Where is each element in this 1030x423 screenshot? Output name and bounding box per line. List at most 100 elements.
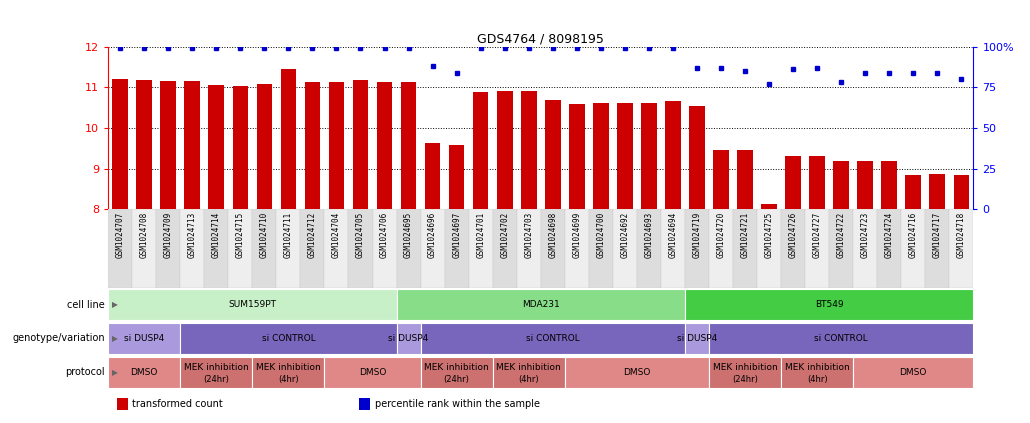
Bar — [954, 175, 969, 209]
Bar — [492, 209, 517, 288]
Bar — [352, 80, 369, 209]
Bar — [324, 209, 348, 288]
Text: (24hr): (24hr) — [203, 374, 230, 384]
Bar — [229, 209, 252, 288]
Text: GSM1024718: GSM1024718 — [957, 212, 966, 258]
Text: ▶: ▶ — [112, 368, 118, 377]
Bar — [449, 145, 465, 209]
Bar — [853, 209, 878, 288]
Text: GSM1024712: GSM1024712 — [308, 212, 317, 258]
Text: GSM1024701: GSM1024701 — [476, 212, 485, 258]
Text: si DUSP4: si DUSP4 — [124, 334, 165, 343]
Text: cell line: cell line — [67, 299, 105, 310]
Bar — [180, 357, 252, 388]
Text: ▶: ▶ — [112, 300, 118, 309]
Bar — [397, 209, 420, 288]
Bar — [545, 100, 560, 209]
Title: GDS4764 / 8098195: GDS4764 / 8098195 — [477, 33, 605, 45]
Text: GSM1024708: GSM1024708 — [140, 212, 148, 258]
Bar — [569, 104, 585, 209]
Bar — [256, 84, 272, 209]
Bar — [377, 82, 392, 209]
Text: BT549: BT549 — [815, 300, 844, 309]
Text: ▶: ▶ — [112, 334, 118, 343]
Text: GSM1024703: GSM1024703 — [524, 212, 534, 258]
Bar — [882, 161, 897, 209]
Text: GSM1024705: GSM1024705 — [356, 212, 365, 258]
Bar — [733, 209, 757, 288]
Bar — [810, 156, 825, 209]
Text: genotype/variation: genotype/variation — [12, 333, 105, 343]
Bar — [420, 357, 492, 388]
Text: (4hr): (4hr) — [806, 374, 827, 384]
Bar — [324, 357, 420, 388]
Text: GSM1024719: GSM1024719 — [692, 212, 701, 258]
Bar — [661, 209, 685, 288]
Bar — [709, 357, 781, 388]
Text: GSM1024709: GSM1024709 — [164, 212, 173, 258]
Text: MDA231: MDA231 — [522, 300, 559, 309]
Text: MEK inhibition: MEK inhibition — [785, 363, 850, 372]
Bar — [359, 398, 371, 410]
Bar — [116, 398, 128, 410]
Bar — [564, 209, 589, 288]
Bar — [709, 323, 973, 354]
Text: GSM1024725: GSM1024725 — [764, 212, 774, 258]
Bar — [785, 157, 801, 209]
Bar — [853, 357, 973, 388]
Text: GSM1024713: GSM1024713 — [187, 212, 197, 258]
Bar — [473, 92, 488, 209]
Bar — [233, 86, 248, 209]
Text: GSM1024706: GSM1024706 — [380, 212, 389, 258]
Text: GSM1024710: GSM1024710 — [260, 212, 269, 258]
Bar — [161, 81, 176, 209]
Bar — [445, 209, 469, 288]
Text: GSM1024723: GSM1024723 — [861, 212, 869, 258]
Bar — [132, 209, 157, 288]
Text: GSM1024707: GSM1024707 — [115, 212, 125, 258]
Bar — [305, 82, 320, 209]
Bar — [276, 209, 301, 288]
Text: si DUSP4: si DUSP4 — [388, 334, 428, 343]
Bar — [781, 209, 805, 288]
Text: GSM1024700: GSM1024700 — [596, 212, 606, 258]
Text: GSM1024722: GSM1024722 — [836, 212, 846, 258]
Text: MEK inhibition: MEK inhibition — [496, 363, 561, 372]
Bar — [617, 103, 632, 209]
Text: DMSO: DMSO — [899, 368, 927, 377]
Bar — [108, 357, 180, 388]
Text: percentile rank within the sample: percentile rank within the sample — [375, 399, 540, 409]
Text: GSM1024702: GSM1024702 — [501, 212, 509, 258]
Text: SUM159PT: SUM159PT — [229, 300, 276, 309]
Bar — [108, 209, 132, 288]
Bar — [737, 150, 753, 209]
Bar — [713, 150, 729, 209]
Text: GSM1024699: GSM1024699 — [573, 212, 581, 258]
Bar — [689, 106, 705, 209]
Bar — [757, 209, 781, 288]
Bar — [925, 209, 950, 288]
Text: GSM1024724: GSM1024724 — [885, 212, 894, 258]
Bar — [157, 209, 180, 288]
Bar — [397, 289, 685, 320]
Bar — [833, 161, 849, 209]
Text: GSM1024704: GSM1024704 — [332, 212, 341, 258]
Bar — [905, 175, 921, 209]
Bar — [420, 209, 445, 288]
Bar — [857, 161, 873, 209]
Text: GSM1024715: GSM1024715 — [236, 212, 245, 258]
Bar — [252, 357, 324, 388]
Bar — [878, 209, 901, 288]
Text: GSM1024716: GSM1024716 — [908, 212, 918, 258]
Bar — [492, 357, 564, 388]
Text: GSM1024697: GSM1024697 — [452, 212, 461, 258]
Bar — [829, 209, 853, 288]
Bar — [761, 204, 777, 209]
Text: si CONTROL: si CONTROL — [815, 334, 868, 343]
Bar — [901, 209, 925, 288]
Bar — [397, 323, 420, 354]
Bar — [496, 91, 513, 209]
Text: transformed count: transformed count — [133, 399, 224, 409]
Text: (4hr): (4hr) — [278, 374, 299, 384]
Bar — [108, 323, 180, 354]
